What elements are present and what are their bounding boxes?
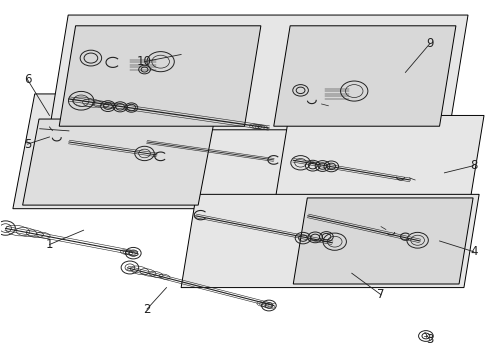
Text: 7: 7 [377, 288, 384, 301]
Text: 9: 9 [425, 37, 433, 50]
Polygon shape [49, 15, 467, 130]
Polygon shape [273, 26, 455, 126]
Text: 6: 6 [24, 73, 31, 86]
Text: 4: 4 [469, 245, 476, 258]
Polygon shape [293, 198, 472, 284]
Text: 3: 3 [425, 333, 432, 346]
Text: 8: 8 [469, 159, 476, 172]
Polygon shape [22, 119, 214, 205]
Polygon shape [273, 116, 483, 209]
Polygon shape [59, 26, 261, 126]
Polygon shape [181, 194, 478, 288]
Text: 1: 1 [45, 238, 53, 251]
Text: 2: 2 [143, 303, 150, 316]
Polygon shape [13, 94, 346, 209]
Text: 10: 10 [137, 55, 152, 68]
Text: 5: 5 [24, 138, 31, 150]
